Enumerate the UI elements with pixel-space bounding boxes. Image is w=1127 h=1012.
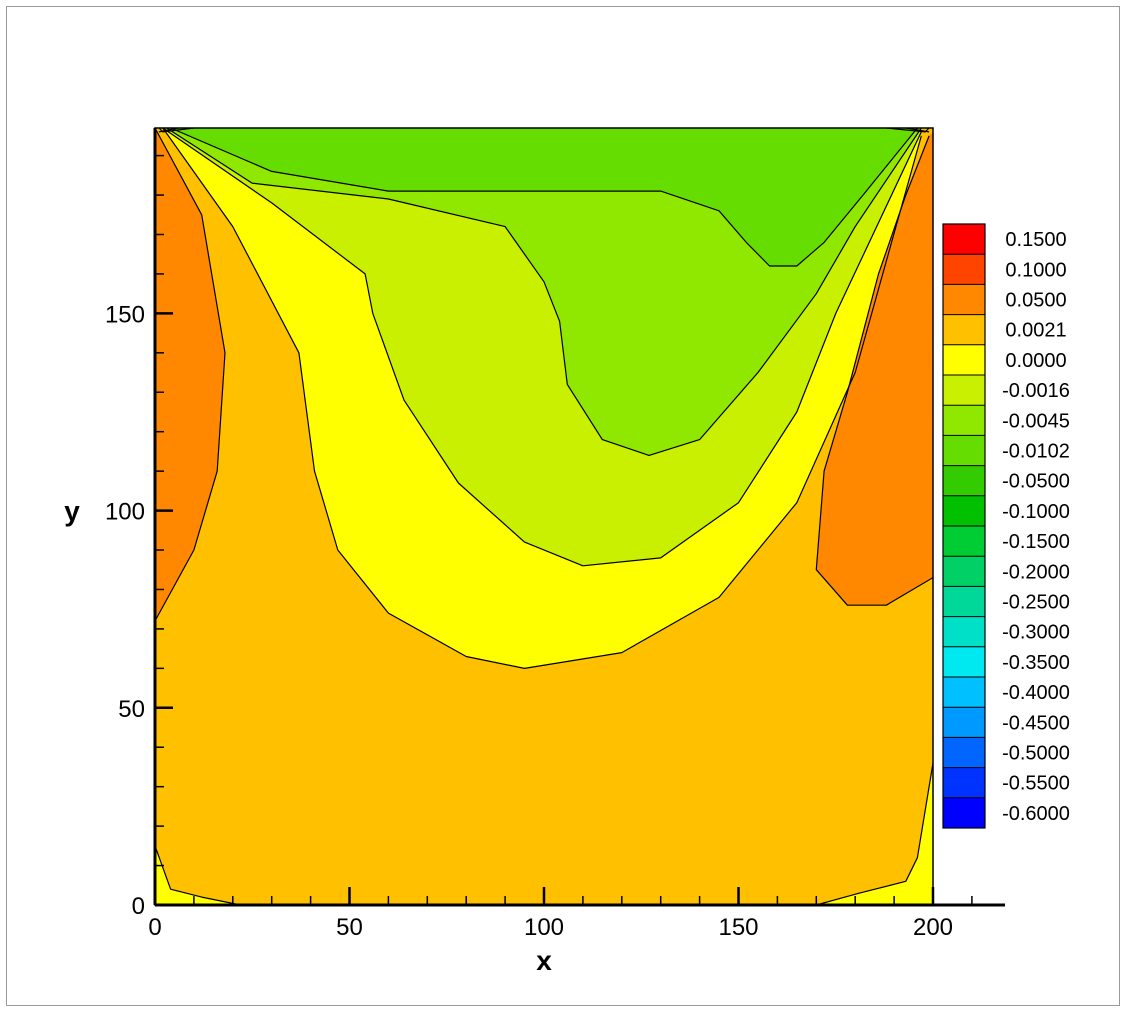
y-tick-label-3: 150 [105,301,145,328]
legend-label-19: -0.6000 [1002,803,1070,825]
contour-line-1 [162,128,922,567]
y-axis-label: y [64,496,80,527]
x-tick-label-4: 200 [913,914,953,941]
contour-region-4 [170,128,918,266]
legend-label-11: -0.2000 [1002,561,1070,583]
y-tick-label-0: 0 [132,893,145,920]
y-tick-label-1: 50 [118,696,145,723]
contour-regions [155,128,933,905]
legend-swatch-3 [943,314,985,346]
legend-label-13: -0.3000 [1002,622,1070,644]
legend-border [942,223,986,829]
legend-label-2: 0.0500 [1005,290,1066,312]
legend-label-4: 0.0000 [1005,350,1066,372]
x-tick-label-3: 150 [718,914,758,941]
legend-label-16: -0.4500 [1002,712,1070,734]
contour-line-2 [166,128,922,456]
contour-line-7 [816,762,933,905]
legend-swatch-0 [943,224,985,255]
legend-label-6: -0.0045 [1002,410,1070,432]
legend-swatch-18 [943,767,985,799]
x-axis-label: x [536,945,552,976]
legend-swatch-5 [943,375,985,406]
legend-swatch-15 [943,677,985,708]
legend-swatch-19 [943,797,985,829]
legend-swatch-17 [943,737,985,769]
legend-label-1: 0.1000 [1005,259,1066,281]
legend-swatch-7 [943,435,985,467]
axes: 0 50 100 150 200 0 50 100 150 [105,127,1005,941]
legend-label-3: 0.0021 [1005,320,1066,342]
legend-label-17: -0.5000 [1002,743,1070,765]
legend-label-9: -0.1000 [1002,501,1070,523]
legend-swatch-4 [943,344,985,376]
x-tick-label-2: 100 [524,914,564,941]
contour-region-6 [816,131,933,606]
contour-line-5 [815,135,933,606]
contour-line-6 [155,845,241,905]
legend-swatch-2 [943,284,985,316]
legend-swatch-9 [943,495,985,527]
legend-label-0: 0.1500 [1005,229,1066,251]
contour-line-3 [170,128,918,267]
legend-label-18: -0.5500 [1002,773,1070,795]
legend-swatch-16 [943,707,985,738]
legend-swatch-11 [943,556,985,587]
contour-line-9 [158,128,194,133]
legend-swatch-8 [943,465,985,497]
x-tick-label-1: 50 [336,914,363,941]
legend-label-8: -0.0500 [1002,471,1070,493]
legend-label-7: -0.0102 [1002,441,1070,463]
legend-swatch-6 [943,405,985,436]
y-tick-label-2: 100 [105,499,145,526]
contour-line-0 [162,128,922,669]
contour-region-8 [816,763,933,905]
contour-region-7 [155,845,241,905]
x-tick-label-0: 0 [148,914,161,941]
legend-label-12: -0.2500 [1002,592,1070,614]
legend-swatch-14 [943,646,985,678]
legend-swatch-10 [943,526,985,557]
legend-label-5: -0.0016 [1002,380,1070,402]
legend-label-15: -0.4000 [1002,682,1070,704]
color-legend: 0.1500 0.1000 0.0500 0.0021 0.0000 -0.0016 -0.… [942,223,1070,829]
contour-line-4 [155,128,226,622]
legend-label-14: -0.3500 [1002,652,1070,674]
legend-swatch-13 [943,616,985,648]
legend-swatch-1 [943,254,985,285]
contour-line-11 [886,128,930,133]
legend-swatch-12 [943,586,985,618]
legend-label-10: -0.1500 [1002,531,1070,553]
